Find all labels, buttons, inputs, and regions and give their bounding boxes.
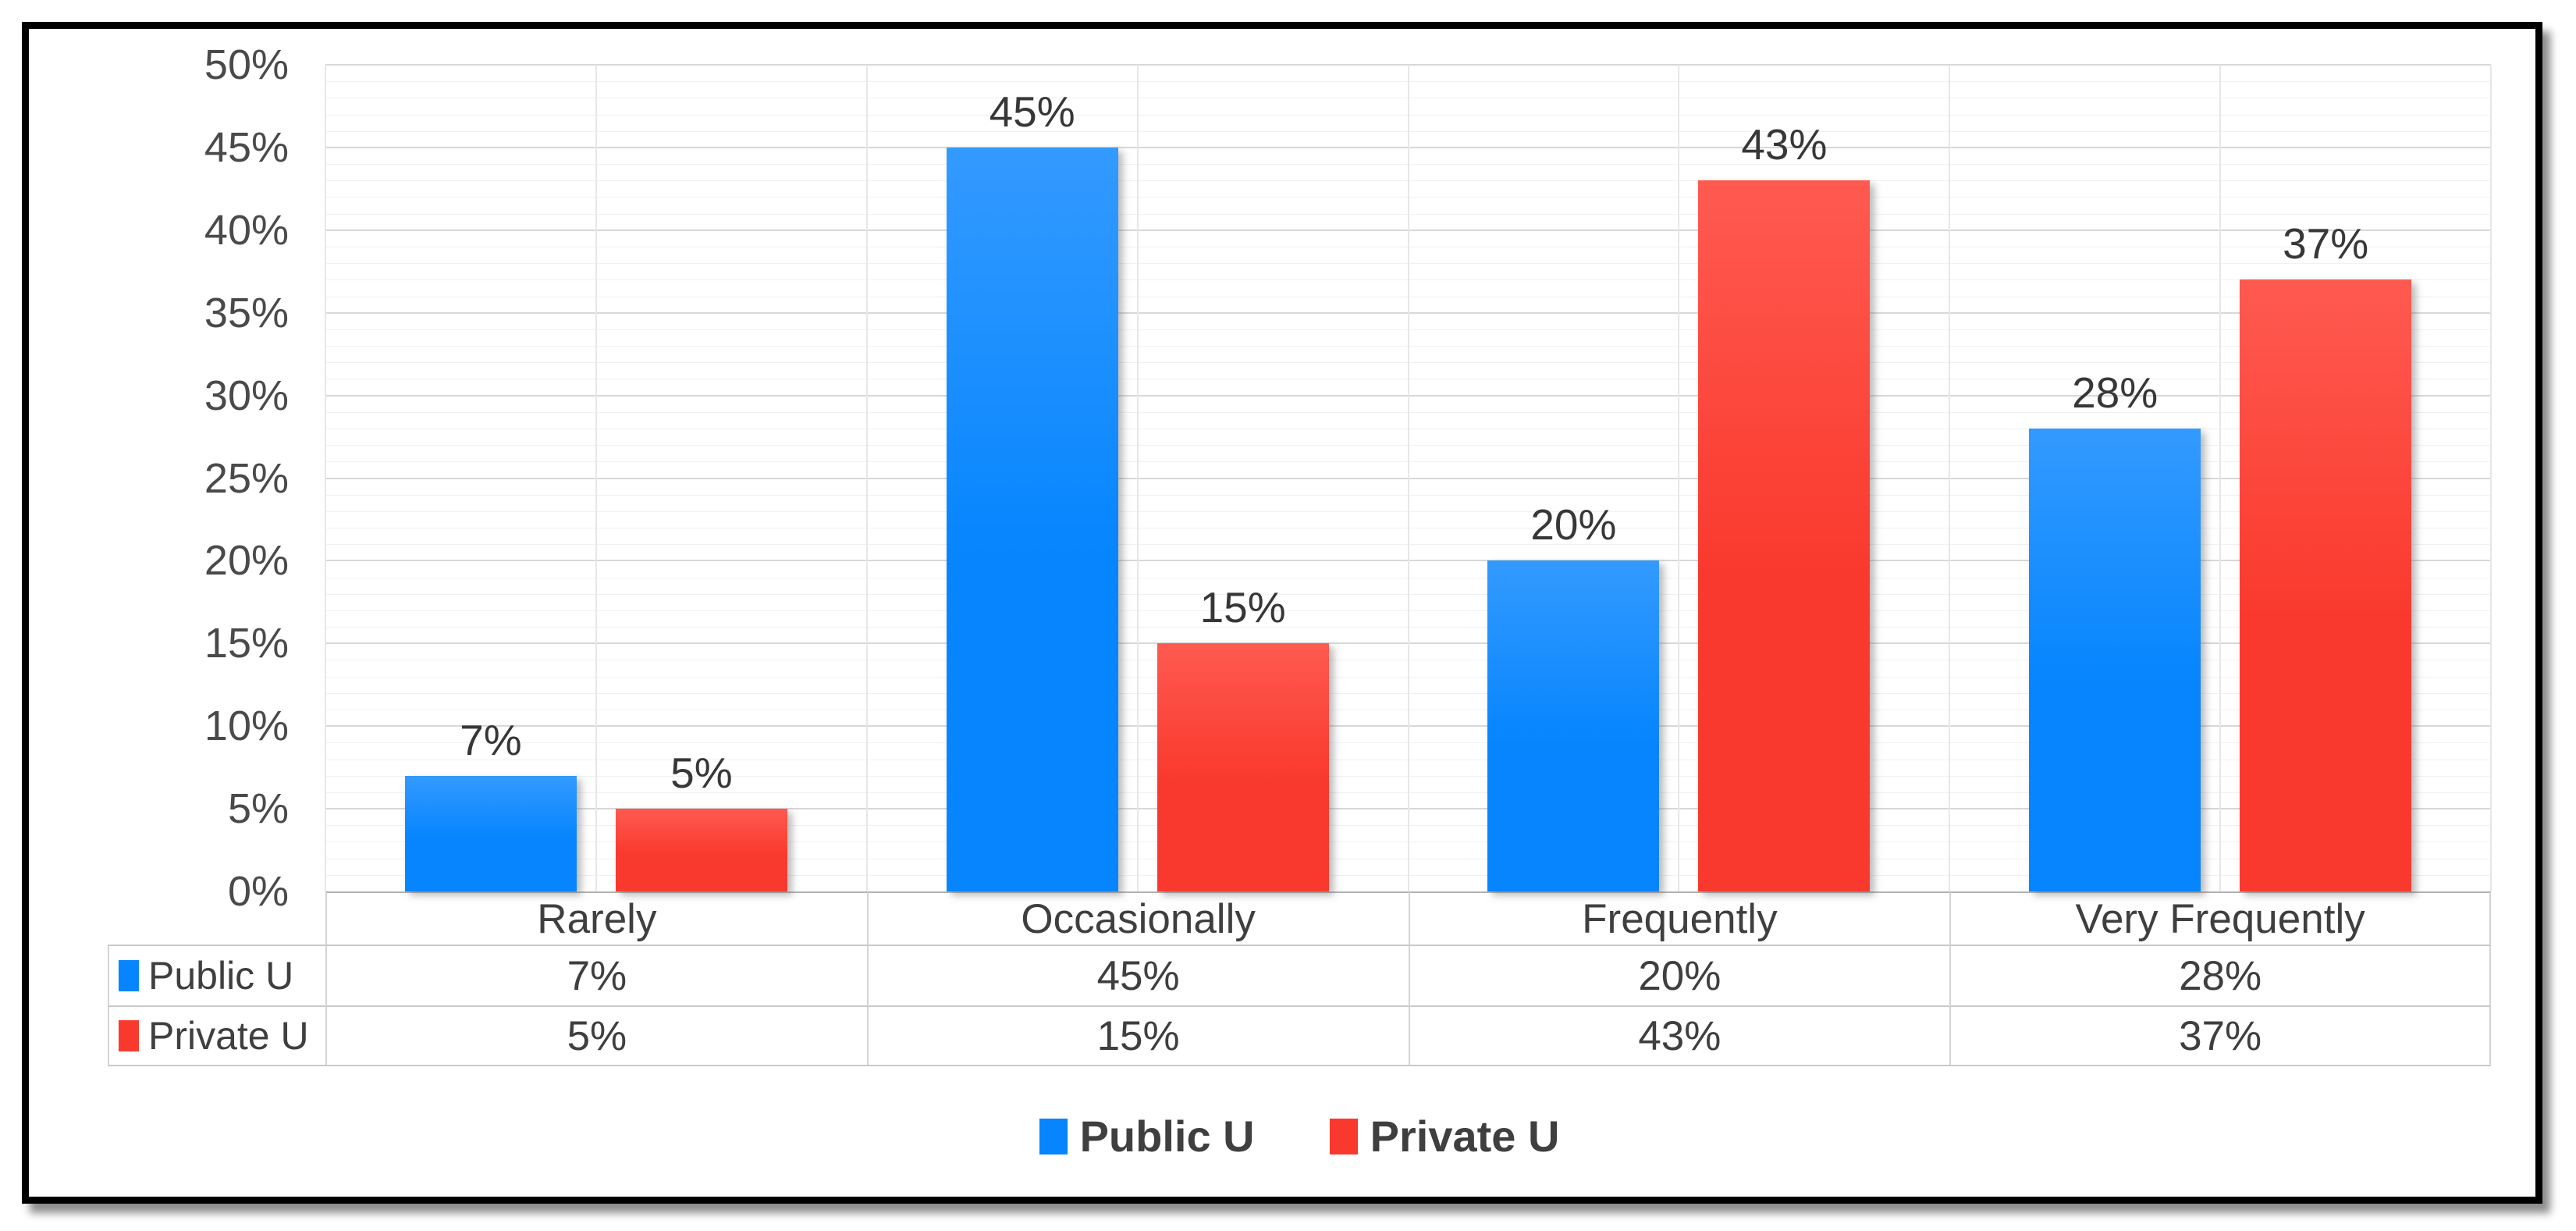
y-tick-label: 35% (204, 289, 289, 336)
y-tick-label: 40% (204, 206, 289, 254)
y-tick-label: 0% (227, 868, 289, 915)
category-label: Very Frequently (1949, 891, 2491, 946)
table-row-header: Private U (108, 1007, 325, 1066)
table-value-cell: 15% (866, 1007, 1409, 1066)
y-axis: 50% 45% 40% 35% 30% 25% 20% 15% 10% 5% 0% (29, 29, 289, 934)
bar-private-u: 5% (615, 749, 787, 891)
table-value-cell: 7% (325, 946, 867, 1007)
bar-public-u: 45% (946, 87, 1118, 891)
table-row-header-label: Public U (148, 954, 294, 998)
legend-label: Private U (1370, 1112, 1560, 1161)
v-gridline (1678, 65, 1680, 891)
bar-value-label: 5% (670, 749, 733, 798)
y-tick-label: 20% (204, 537, 289, 585)
v-gridline (865, 65, 868, 891)
data-table: Rarely Occasionally Frequently Very Frequen… (108, 891, 2491, 1066)
bar-public-u: 20% (1487, 500, 1660, 891)
public-u-swatch-icon (119, 960, 139, 991)
v-gridline (1949, 65, 1951, 891)
v-gridline (595, 65, 597, 891)
category-label: Occasionally (866, 891, 1409, 946)
category-group-rarely: 7% 5% (325, 65, 867, 891)
y-tick-label: 45% (204, 123, 289, 171)
table-value-cell: 45% (866, 946, 1409, 1007)
plot-area: 7% 5% 45% 15% 20% 43% 28% 37% (325, 64, 2492, 891)
v-gridline (1407, 65, 1409, 891)
bar-value-label: 15% (1199, 583, 1286, 632)
y-tick-label: 30% (204, 372, 289, 419)
y-tick-label: 25% (204, 454, 289, 502)
table-corner-cell (108, 891, 325, 946)
bar-value-label: 45% (989, 87, 1075, 136)
bar-private-u: 37% (2240, 219, 2412, 891)
bar-value-label: 28% (2072, 368, 2159, 417)
y-tick-label: 15% (204, 620, 289, 667)
legend-label: Public U (1079, 1112, 1255, 1161)
category-group-very-frequently: 28% 37% (1949, 65, 2491, 891)
v-gridline (325, 65, 326, 891)
legend: Public U Private U (108, 1111, 2491, 1162)
legend-item-private-u: Private U (1329, 1111, 1560, 1162)
category-label: Rarely (325, 891, 867, 946)
private-u-swatch-icon (119, 1020, 139, 1051)
y-tick-label: 5% (227, 785, 289, 833)
bar-value-label: 43% (1741, 120, 1828, 169)
table-value-cell: 43% (1408, 1007, 1950, 1066)
chart-frame: 50% 45% 40% 35% 30% 25% 20% 15% 10% 5% 0% 7% 5% 45% 1… (22, 22, 2542, 1204)
category-group-frequently: 20% 43% (1409, 65, 1950, 891)
v-gridline (2490, 65, 2492, 891)
v-gridline (2219, 65, 2222, 891)
bar-private-u: 15% (1157, 583, 1329, 891)
bar-value-label: 37% (2283, 219, 2369, 269)
y-tick-label: 10% (204, 703, 289, 750)
table-row-header: Public U (108, 946, 325, 1007)
private-u-legend-swatch-icon (1329, 1118, 1358, 1155)
category-group-occasionally: 45% 15% (867, 65, 1409, 891)
bar-value-label: 20% (1530, 500, 1617, 550)
public-u-legend-swatch-icon (1039, 1118, 1068, 1155)
bar-private-u: 43% (1698, 120, 1871, 891)
table-value-cell: 28% (1949, 946, 2491, 1007)
table-value-cell: 37% (1949, 1007, 2491, 1066)
table-value-cell: 5% (325, 1007, 867, 1066)
bar-public-u: 7% (404, 716, 577, 891)
legend-item-public-u: Public U (1039, 1111, 1255, 1162)
table-row-header-label: Private U (148, 1014, 309, 1058)
category-label: Frequently (1408, 891, 1950, 946)
v-gridline (1136, 65, 1139, 891)
bar-public-u: 28% (2029, 368, 2201, 891)
bar-value-label: 7% (460, 715, 522, 764)
table-value-cell: 20% (1408, 946, 1950, 1007)
y-tick-label: 50% (204, 41, 289, 88)
